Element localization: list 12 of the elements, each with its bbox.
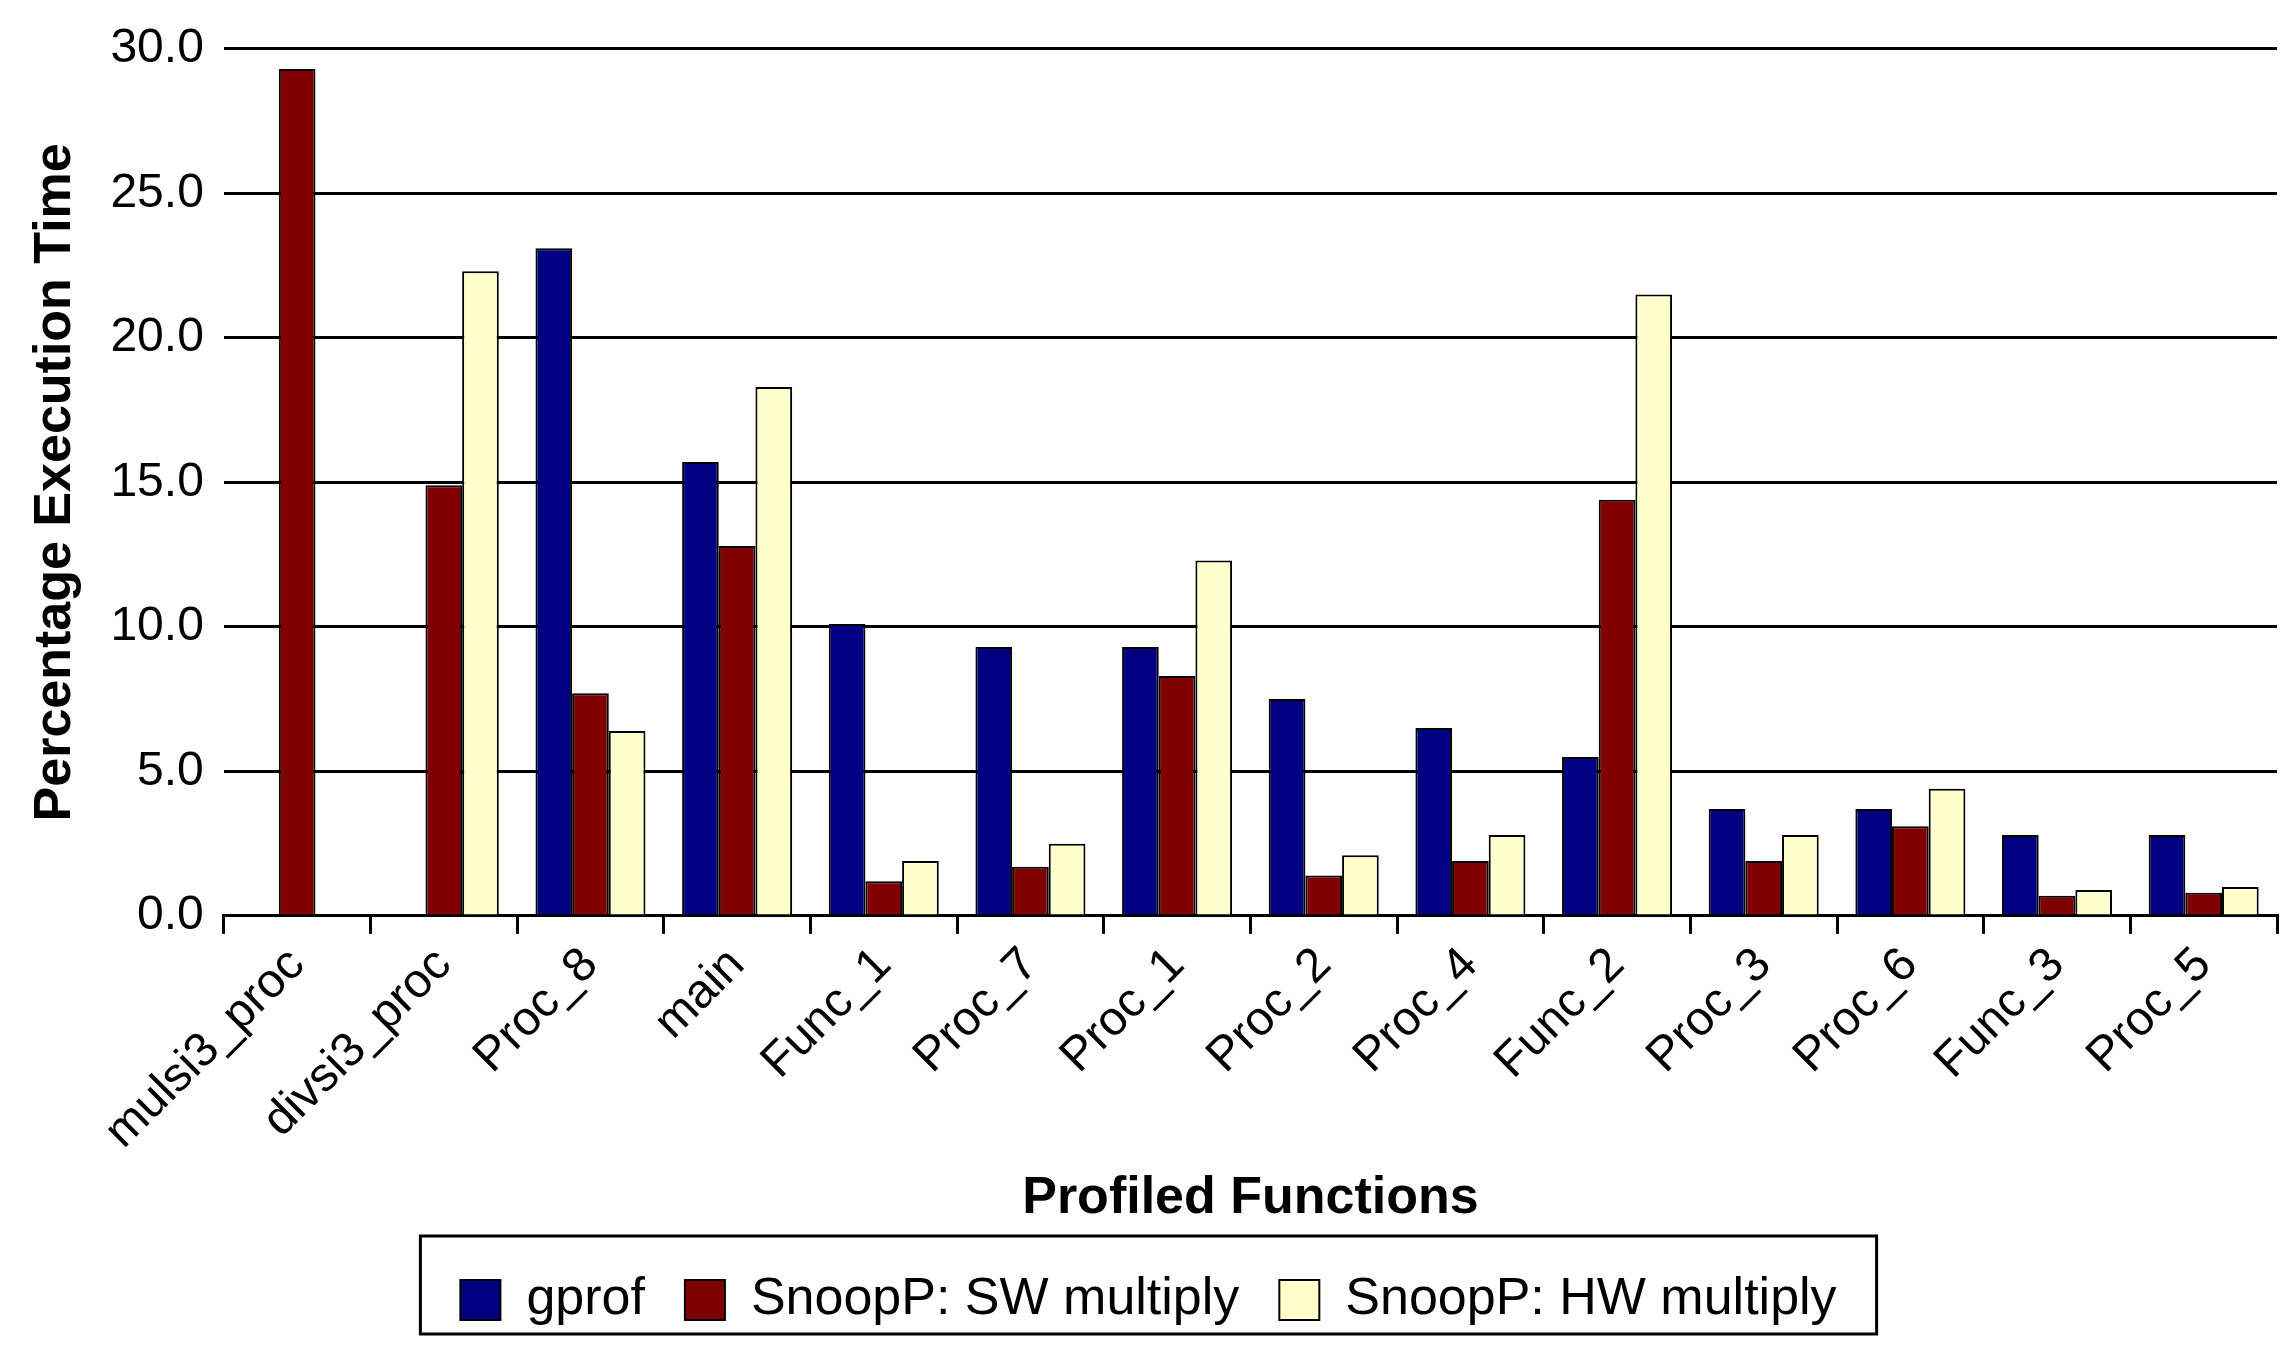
y-axis-title: Percentage Execution Time: [22, 143, 81, 822]
y-tick-label: 30.0: [110, 19, 204, 73]
y-tick-label: 10.0: [110, 597, 204, 651]
legend-label: SnoopP: SW multiply: [750, 1267, 1240, 1326]
y-tick-label: 5.0: [137, 741, 204, 795]
y-tick-label: 0.0: [137, 886, 204, 940]
legend-label: SnoopP: HW multiply: [1345, 1267, 1837, 1326]
y-tick-label: 20.0: [110, 308, 204, 362]
x-axis-title: Profiled Functions: [1022, 1166, 1479, 1225]
legend-label: gprof: [526, 1267, 646, 1326]
y-tick-label: 25.0: [110, 163, 204, 217]
y-tick-label: 15.0: [110, 452, 204, 506]
